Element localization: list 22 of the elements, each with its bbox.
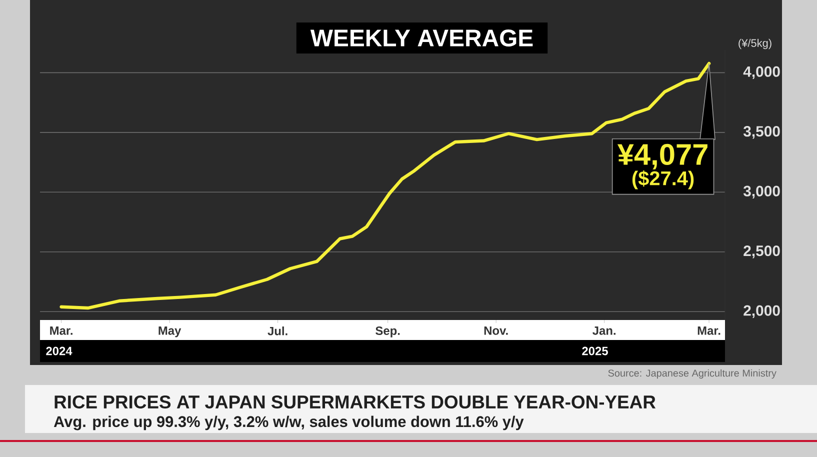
y-axis-title: (¥/5kg) (738, 38, 772, 50)
y-tick-label: 4,000 (743, 66, 780, 80)
annotation: ¥4,077 (617, 144, 708, 170)
y-tick-label: 2,500 (744, 246, 780, 258)
x-tick-label: Mar. (698, 326, 720, 335)
y-tick-label: 3,000 (743, 186, 780, 199)
text: RICE PRICES AT JAPAN SUPERMARKETS DOUBLE YEAR-ON-YEAR (54, 395, 656, 409)
text: 2025 (582, 346, 608, 356)
x-tick-label: Jan. (592, 326, 616, 335)
chart-title: WEEKLY AVERAGE (310, 30, 533, 46)
x-tick-label: Sep. (376, 326, 400, 338)
x-tick-label: Nov. (484, 326, 508, 335)
source-note: Source: Japanese Agriculture Ministry (608, 369, 776, 379)
annotation: ($27.4) (632, 170, 694, 190)
x-tick-label: May (158, 326, 182, 338)
text: Avg. price up 99.3% y/y, 3.2% w/w, sales volume down 11.6% y/y (54, 416, 524, 430)
text: 2024 (46, 346, 72, 356)
y-tick-label: 3,500 (743, 126, 780, 139)
x-tick-label: Mar. (50, 326, 72, 335)
line-series (60, 62, 711, 310)
x-tick-label: Jul. (268, 326, 288, 336)
y-tick-label: 2,000 (744, 305, 780, 318)
